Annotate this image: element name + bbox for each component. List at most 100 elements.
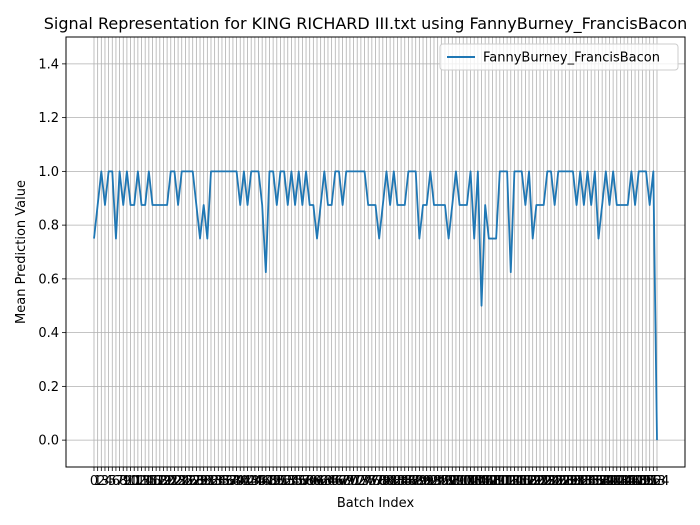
x-tick-label: 91 <box>418 474 435 489</box>
y-tick-label: 1.0 <box>38 165 59 180</box>
x-tick-label: 29 <box>192 474 209 489</box>
x-tick-label: 60 <box>305 474 322 489</box>
x-tick-label: 67 <box>331 474 348 489</box>
x-tick-label: 51 <box>272 474 289 489</box>
x-tick-label: 24 <box>173 474 190 489</box>
x-tick-label: 22 <box>166 474 183 489</box>
x-tick-label: 141 <box>597 474 622 489</box>
x-tick-label: 16 <box>144 474 161 489</box>
x-tick-label: 154 <box>645 474 670 489</box>
x-tick-label: 39 <box>228 474 245 489</box>
x-tick-label: 42 <box>239 474 256 489</box>
x-tick-label: 53 <box>279 474 296 489</box>
x-tick-label: 143 <box>604 474 629 489</box>
x-tick-label: 88 <box>407 474 424 489</box>
x-tick-label: 57 <box>294 474 311 489</box>
x-tick-label: 41 <box>236 474 253 489</box>
x-tick-label: 126 <box>542 474 567 489</box>
y-tick-label: 0.0 <box>38 434 59 449</box>
x-tick-label: 122 <box>528 474 553 489</box>
x-tick-label: 118 <box>513 474 538 489</box>
x-tick-label: 47 <box>258 474 275 489</box>
x-tick-label: 134 <box>571 474 596 489</box>
x-tick-label: 14 <box>137 474 154 489</box>
x-tick-label: 107 <box>473 474 498 489</box>
x-tick-label: 25 <box>177 474 194 489</box>
x-tick-label: 127 <box>546 474 571 489</box>
x-tick-label: 115 <box>502 474 527 489</box>
x-tick-label: 148 <box>623 474 648 489</box>
x-tick-label: 15 <box>141 474 158 489</box>
x-tick-label: 56 <box>290 474 307 489</box>
x-tick-label: 32 <box>203 474 220 489</box>
x-tick-label: 3 <box>101 474 109 489</box>
x-tick-label: 136 <box>579 474 604 489</box>
x-tick-label: 123 <box>531 474 556 489</box>
x-tick-label: 112 <box>491 474 516 489</box>
x-tick-label: 65 <box>323 474 340 489</box>
x-tick-label: 17 <box>148 474 165 489</box>
x-tick-label: 99 <box>448 474 465 489</box>
x-tick-label: 1 <box>94 474 102 489</box>
x-tick-label: 125 <box>539 474 564 489</box>
x-tick-label: 102 <box>454 474 479 489</box>
x-tick-label: 121 <box>524 474 549 489</box>
legend-box <box>439 43 679 71</box>
x-tick-label: 84 <box>393 474 410 489</box>
series-line-fannyburney-francisbacon <box>93 170 658 441</box>
x-tick-label: 69 <box>338 474 355 489</box>
x-tick-label: 27 <box>184 474 201 489</box>
x-tick-label: 90 <box>415 474 432 489</box>
x-tick-label: 147 <box>619 474 644 489</box>
x-tick-label: 64 <box>320 474 337 489</box>
x-tick-label: 80 <box>378 474 395 489</box>
x-tick-label: 8 <box>119 474 127 489</box>
x-tick-label: 137 <box>582 474 607 489</box>
x-tick-label: 95 <box>433 474 450 489</box>
chart-title: Signal Representation for KING RICHARD I… <box>44 14 688 34</box>
x-tick-label: 38 <box>225 474 242 489</box>
y-axis-ticks: 0.0 0.2 0.4 0.6 0.8 1.0 1.2 1.4 <box>38 57 66 449</box>
x-tick-label: 94 <box>429 474 446 489</box>
x-tick-label: 133 <box>568 474 593 489</box>
x-tick-label: 33 <box>206 474 223 489</box>
x-tick-label: 26 <box>181 474 198 489</box>
x-tick-label: 0 <box>90 474 98 489</box>
y-tick-label: 1.4 <box>38 57 59 72</box>
x-tick-label: 21 <box>162 474 179 489</box>
x-tick-label: 5 <box>108 474 116 489</box>
x-tick-label: 48 <box>261 474 278 489</box>
x-tick-label: 7 <box>115 474 123 489</box>
x-tick-label: 119 <box>517 474 542 489</box>
x-tick-label: 52 <box>276 474 293 489</box>
x-tick-label: 66 <box>327 474 344 489</box>
x-tick-label: 62 <box>312 474 329 489</box>
grid-lines <box>66 37 685 467</box>
x-tick-label: 96 <box>437 474 454 489</box>
x-tick-label: 149 <box>626 474 651 489</box>
x-axis-label: Batch Index <box>337 496 415 511</box>
x-tick-label: 12 <box>130 474 147 489</box>
y-tick-label: 0.4 <box>38 326 59 341</box>
legend-label: FannyBurney_FrancisBacon <box>483 51 660 66</box>
x-tick-label: 103 <box>458 474 483 489</box>
x-tick-label: 93 <box>426 474 443 489</box>
x-tick-label: 132 <box>564 474 589 489</box>
x-tick-label: 2 <box>97 474 105 489</box>
x-tick-label: 10 <box>122 474 139 489</box>
x-tick-label: 142 <box>601 474 626 489</box>
x-tick-label: 74 <box>356 474 373 489</box>
x-tick-label: 76 <box>364 474 381 489</box>
x-tick-label: 105 <box>465 474 490 489</box>
x-tick-label: 140 <box>593 474 618 489</box>
x-tick-label: 37 <box>221 474 238 489</box>
x-tick-label: 43 <box>243 474 260 489</box>
x-tick-label: 45 <box>250 474 267 489</box>
x-tick-label: 146 <box>615 474 640 489</box>
x-tick-label: 9 <box>123 474 131 489</box>
x-tick-label: 63 <box>316 474 333 489</box>
x-tick-label: 151 <box>634 474 659 489</box>
x-tick-label: 68 <box>334 474 351 489</box>
x-tick-label: 35 <box>214 474 231 489</box>
x-tick-label: 31 <box>199 474 216 489</box>
